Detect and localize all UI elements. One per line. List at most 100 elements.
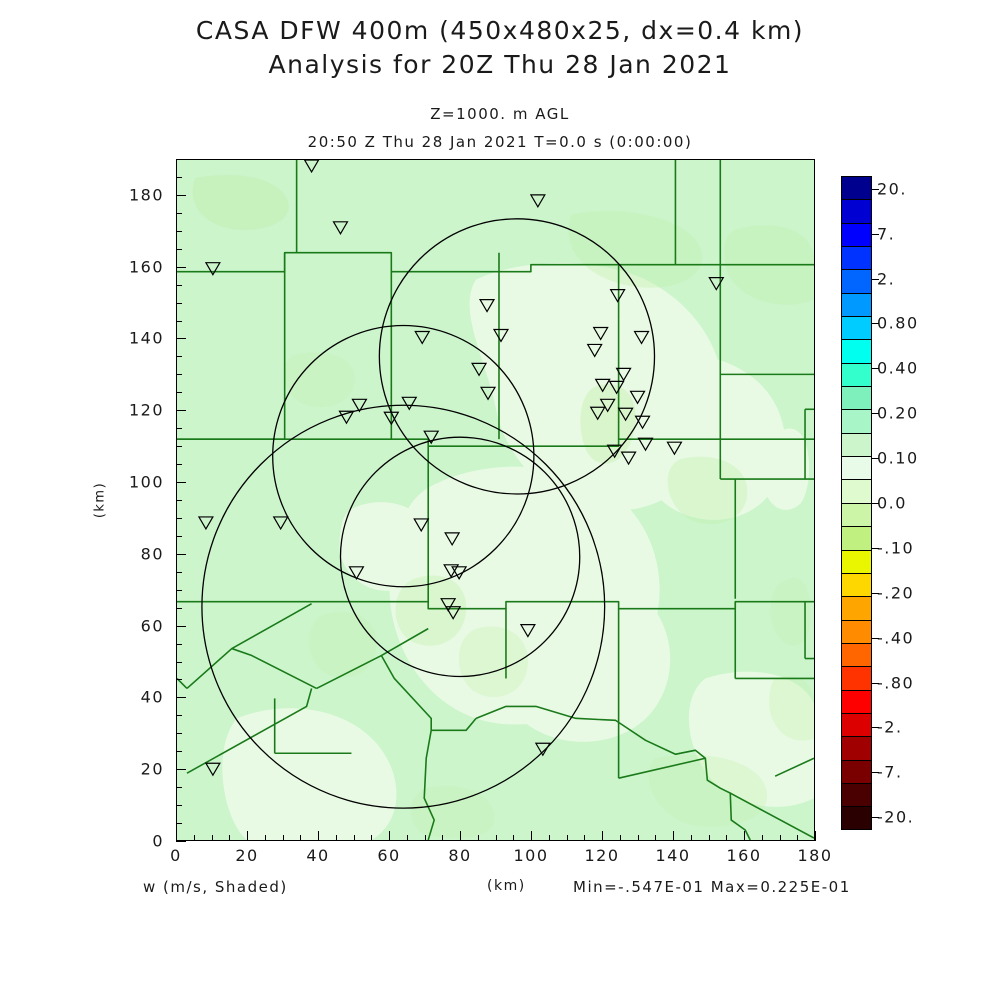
x-axis-major-tick (318, 831, 319, 841)
x-axis-minor-tick (335, 835, 337, 841)
x-axis-minor-tick (566, 835, 568, 841)
colorbar-tick (872, 278, 879, 280)
colorbar-tick (872, 592, 879, 594)
x-axis-major-tick (673, 831, 674, 841)
station-markers (197, 160, 725, 777)
colorbar-band (841, 806, 872, 830)
colorbar-tick (872, 503, 879, 504)
min-max-stats-label: Min=-.547E-01 Max=0.225E-01 (573, 878, 851, 896)
x-axis-tick-label: 140 (655, 846, 691, 865)
x-axis-major-tick (744, 831, 745, 841)
colorbar-band (841, 572, 872, 597)
x-axis-major-tick (176, 831, 177, 841)
level-label: Z=1000. m AGL (430, 105, 570, 123)
colorbar-band (841, 479, 872, 503)
field-shading-mid (192, 174, 814, 839)
y-axis-minor-tick (176, 500, 182, 501)
y-axis-major-tick (176, 841, 186, 842)
colorbar-band (841, 432, 872, 457)
y-axis-tick-label: 60 (140, 616, 164, 636)
colorbar-tick-label: 0.40 (877, 358, 919, 378)
y-axis-minor-tick (176, 248, 182, 250)
y-axis-minor-tick (176, 607, 182, 609)
colorbar-band (841, 292, 872, 317)
x-axis-major-tick (389, 831, 390, 841)
colorbar-tick (872, 772, 879, 774)
colorbar-tick (872, 682, 879, 684)
x-axis-major-tick (531, 831, 532, 841)
radar-coverage-circles (201, 218, 656, 809)
y-axis-minor-tick (176, 751, 182, 753)
x-axis-minor-tick (637, 835, 639, 841)
plot-inner (177, 160, 814, 840)
field-plot-svg (177, 160, 814, 840)
radar-circle-3 (339, 436, 581, 678)
plot-area[interactable] (176, 159, 815, 841)
colorbar-band (841, 269, 872, 293)
x-axis-minor-tick (619, 835, 621, 841)
x-axis-tick-label: 120 (584, 846, 620, 865)
time-label: 20:50 Z Thu 28 Jan 2021 T=0.0 s (0:00:00… (307, 133, 693, 151)
y-axis-minor-tick (176, 661, 182, 663)
x-axis-minor-tick (264, 835, 266, 841)
variable-label: w (m/s, Shaded) (143, 878, 288, 896)
colorbar-band (841, 736, 872, 760)
colorbar-band (841, 619, 872, 643)
y-axis-tick-label: 120 (128, 400, 164, 420)
y-axis-tick-label: 20 (140, 759, 164, 779)
colorbar-tick (872, 413, 879, 415)
colorbar[interactable] (841, 176, 872, 830)
x-axis-tick-label: 0 (170, 846, 182, 865)
y-axis-tick-label: 0 (152, 831, 164, 851)
colorbar-band (841, 759, 872, 783)
colorbar-band (841, 642, 872, 667)
x-axis-minor-tick (282, 835, 284, 841)
colorbar-tick-label: 0.0 (877, 493, 907, 513)
y-axis-minor-tick (176, 428, 182, 430)
y-axis-major-tick (176, 338, 186, 340)
colorbar-band (841, 549, 872, 573)
colorbar-tick (872, 233, 879, 235)
x-axis-tick-label: 20 (235, 846, 259, 865)
title-block: CASA DFW 400m (450x480x25, dx=0.4 km) An… (0, 14, 1000, 82)
y-axis-minor-tick (176, 715, 182, 717)
colorbar-tick (872, 547, 879, 549)
y-axis-minor-tick (176, 805, 182, 807)
colorbar-tick-label: 2. (877, 269, 896, 289)
x-axis-minor-tick (371, 835, 373, 841)
x-axis-minor-tick (300, 835, 302, 841)
x-axis-minor-tick (548, 835, 550, 841)
x-axis-tick-label: 60 (377, 846, 401, 865)
colorbar-tick (872, 637, 879, 639)
colorbar-band (841, 339, 872, 363)
colorbar-tick-label: -.20 (877, 583, 915, 603)
y-axis-minor-tick (176, 464, 182, 466)
y-axis-minor-tick (176, 302, 182, 304)
colorbar-band (841, 176, 872, 200)
x-axis-minor-tick (584, 835, 586, 841)
colorbar-tick-label: 0.80 (877, 313, 919, 333)
colorbar-tick-label: -.10 (877, 538, 915, 558)
colorbar-band (841, 222, 872, 247)
y-axis-tick-label: 140 (128, 328, 164, 348)
x-axis-minor-tick (211, 835, 213, 841)
y-axis-major-tick (176, 266, 186, 268)
colorbar-tick-label: -7. (877, 762, 903, 782)
chart-title-line-1: CASA DFW 400m (450x480x25, dx=0.4 km) (195, 16, 805, 45)
radar-circle-4 (201, 404, 606, 809)
x-axis-units-label: (km) (487, 878, 526, 894)
field-shading-pale (222, 263, 814, 840)
x-axis-minor-tick (690, 835, 692, 841)
x-axis-tick-label: 180 (797, 846, 833, 865)
y-axis-minor-tick (176, 823, 182, 825)
y-axis-minor-tick (176, 535, 182, 537)
y-axis-label: (km) (92, 481, 108, 519)
y-axis-minor-tick (176, 392, 182, 394)
colorbar-tick (872, 188, 879, 190)
y-axis-major-tick (176, 769, 186, 771)
x-axis-minor-tick (193, 835, 195, 841)
y-axis-minor-tick (176, 212, 182, 214)
x-axis-minor-tick (442, 835, 444, 841)
colorbar-band (841, 782, 872, 807)
colorbar-band (841, 362, 872, 387)
